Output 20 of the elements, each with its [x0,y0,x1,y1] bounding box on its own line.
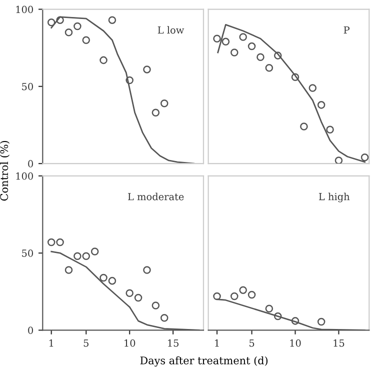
y-tick-label: 50 [22,250,33,257]
y-tick-label: 100 [16,172,33,180]
annotation: L low [158,26,184,34]
annotation: L moderate [128,192,184,200]
y-tick-label: 0 [28,160,33,168]
y-axis-title: Control (%) [0,140,10,201]
y-tick-label: 100 [16,6,33,14]
x-axis-title: Days after treatment (d) [140,356,268,367]
y-tick-label: 50 [22,82,33,90]
x-tick-label: 5 [84,340,88,347]
x-tick-label: 5 [250,340,254,347]
y-tick-label: 0 [28,326,33,334]
annotation: P [344,26,350,34]
x-tick-label: 15 [168,339,178,347]
annotation: L high [318,192,350,202]
x-tick-label: 15 [334,339,344,347]
x-tick-label: 10 [124,339,136,347]
x-tick-label: 1 [49,339,54,347]
x-tick-label: 10 [290,339,301,347]
x-tick-label: 1 [215,339,219,347]
